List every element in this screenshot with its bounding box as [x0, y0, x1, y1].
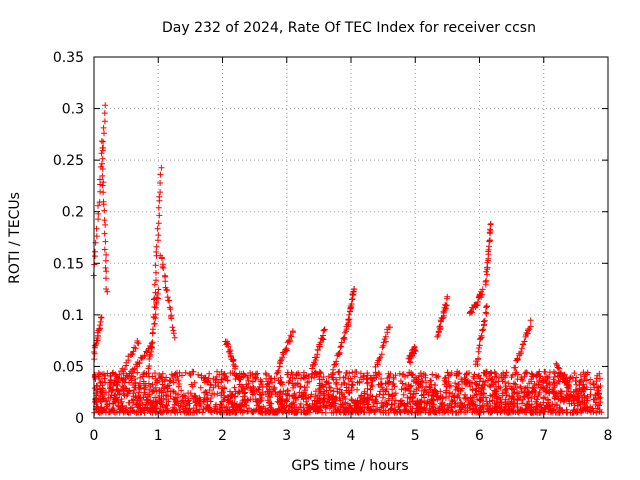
- data-points: [90, 102, 605, 416]
- x-tick-label: 2: [218, 428, 227, 444]
- x-tick-label: 3: [282, 428, 291, 444]
- y-axis-label: ROTI / TECUs: [7, 192, 23, 284]
- y-tick-label: 0.25: [53, 153, 84, 169]
- axis-ticks: [93, 56, 609, 419]
- y-tick-labels: 0 0.05 0.1 0.15 0.2 0.25 0.3 0.35: [53, 50, 84, 427]
- x-axis-label: GPS time / hours: [291, 458, 408, 474]
- y-tick-label: 0: [75, 411, 84, 427]
- y-tick-label: 0.2: [62, 205, 84, 221]
- y-tick-label: 0.05: [53, 359, 84, 375]
- x-tick-labels: 0 1 2 3 4 5 6 7 8: [90, 428, 613, 444]
- y-tick-label: 0.35: [53, 50, 84, 66]
- roti-points: [90, 102, 605, 416]
- x-tick-label: 8: [604, 428, 613, 444]
- chart-title: Day 232 of 2024, Rate Of TEC Index for r…: [162, 20, 536, 36]
- x-tick-label: 5: [411, 428, 420, 444]
- x-tick-label: 0: [90, 428, 99, 444]
- y-tick-label: 0.15: [53, 256, 84, 272]
- grid-lines: [94, 57, 608, 418]
- x-tick-label: 1: [154, 428, 163, 444]
- y-tick-label: 0.1: [62, 308, 84, 324]
- x-tick-label: 7: [539, 428, 548, 444]
- x-tick-label: 4: [347, 428, 356, 444]
- y-tick-label: 0.3: [62, 102, 84, 118]
- x-tick-label: 6: [475, 428, 484, 444]
